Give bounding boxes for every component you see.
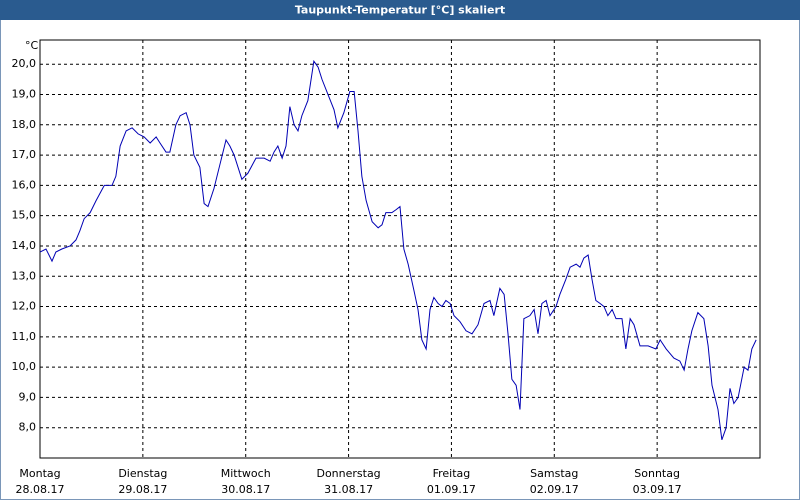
y-tick-label: 9,0 — [19, 390, 37, 403]
y-tick-label: 20,0 — [12, 57, 37, 70]
x-tick-label: Sonntag — [634, 467, 680, 480]
chart-title: Taupunkt-Temperatur [°C] skaliert — [295, 4, 505, 17]
x-tick-label: Montag — [19, 467, 60, 480]
y-tick-label: 13,0 — [12, 269, 37, 282]
data-line — [39, 59, 757, 440]
x-tick-label: Dienstag — [118, 467, 167, 480]
x-tick-date: 29.08.17 — [118, 483, 167, 496]
y-unit: °C — [25, 39, 39, 52]
y-tick-label: 12,0 — [12, 300, 37, 313]
plot-background — [40, 40, 760, 458]
y-tick-label: 15,0 — [12, 209, 37, 222]
y-tick-label: 18,0 — [12, 118, 37, 131]
x-tick-label: Freitag — [433, 467, 471, 480]
x-tick-label: Samstag — [530, 467, 578, 480]
y-tick-label: 17,0 — [12, 148, 37, 161]
plot-border — [39, 39, 761, 459]
y-tick-label: 8,0 — [19, 421, 37, 434]
title-bar — [0, 0, 800, 20]
x-tick-date: 28.08.17 — [16, 483, 65, 496]
y-tick-label: 19,0 — [12, 88, 37, 101]
y-tick-label: 11,0 — [12, 330, 37, 343]
y-tick-label: 14,0 — [12, 239, 37, 252]
y-tick-label: 10,0 — [12, 360, 37, 373]
x-tick-label: Mittwoch — [221, 467, 271, 480]
x-tick-date: 02.09.17 — [530, 483, 579, 496]
x-tick-date: 01.09.17 — [427, 483, 476, 496]
x-tick-date: 31.08.17 — [324, 483, 373, 496]
x-tick-label: Donnerstag — [316, 467, 380, 480]
x-tick-date: 03.09.17 — [633, 483, 682, 496]
y-tick-label: 16,0 — [12, 178, 37, 191]
x-tick-date: 30.08.17 — [221, 483, 270, 496]
